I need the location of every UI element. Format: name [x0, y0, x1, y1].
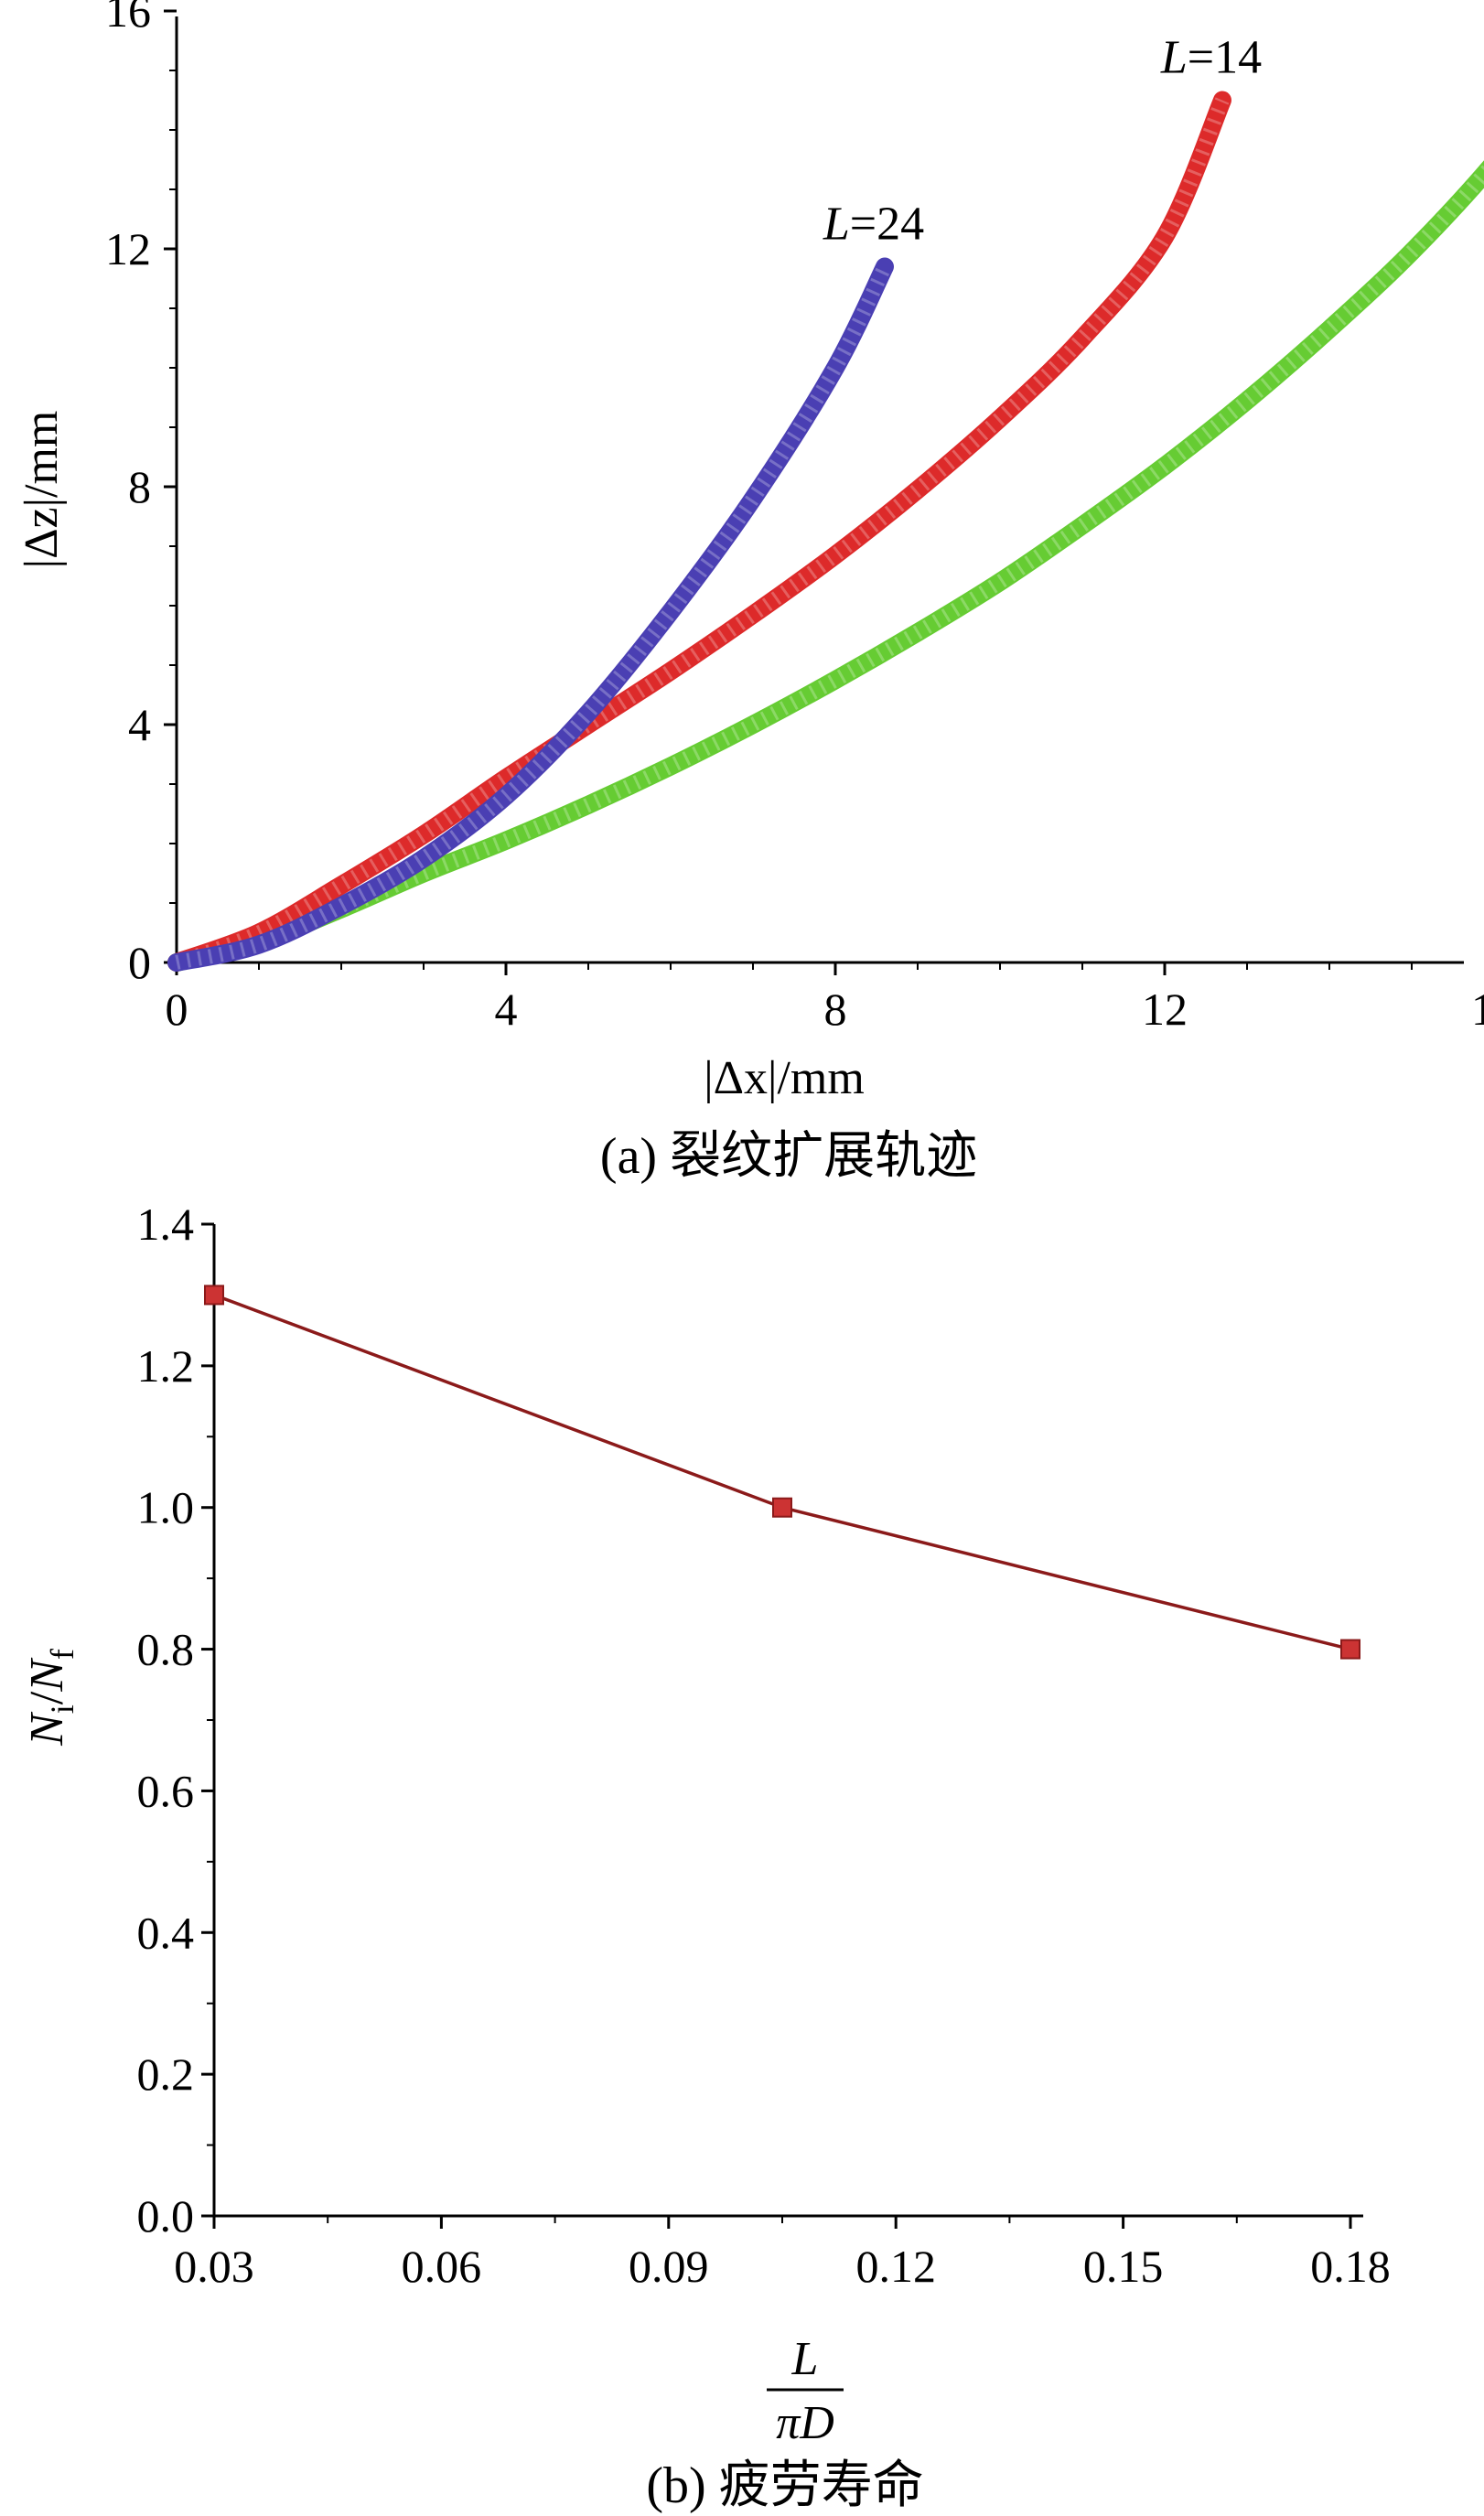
chart-a-y-tick-label: 0 [128, 937, 151, 988]
chart-a-x-tick-label: 4 [495, 984, 518, 1035]
chart-a-series-line [167, 160, 1484, 972]
chart-b-caption: (b) 疲劳寿命 [646, 2457, 923, 2514]
chart-b-y-tick-label: 0.4 [137, 1907, 195, 1958]
chart-b-y-tick-label: 1.4 [137, 1199, 195, 1250]
chart-b-x-tick-label: 0.03 [174, 2241, 254, 2292]
chart-a-series-line [167, 257, 894, 972]
chart-a-series-label-var: L [1160, 32, 1188, 84]
chart-a-series-marker-texture [175, 163, 1484, 970]
chart-b-axes [212, 1224, 1363, 2218]
chart-a-x-tick-label: 12 [1142, 984, 1188, 1035]
chart-a-x-tick-label: 8 [824, 984, 847, 1035]
chart-a-y-tick-label: 16 [105, 0, 151, 37]
chart-b-x-label-numerator: L [791, 2333, 819, 2385]
chart-a-axes [175, 16, 1464, 964]
chart-b-series-line [213, 1293, 1351, 1651]
chart-b-y-tick-label: 1.2 [137, 1340, 195, 1392]
chart-a-x-label: |Δx|/mm [704, 1052, 865, 1104]
chart-a-series-label: L=24 [823, 199, 924, 251]
chart-b-data-point [204, 1285, 224, 1306]
chart-b-y-tick-label: 0.8 [137, 1624, 195, 1675]
chart-b-x-tick-label: 0.09 [629, 2241, 709, 2292]
chart-b-y-tick-label: 1.0 [137, 1482, 195, 1533]
chart-a-series-label: L=14 [1160, 32, 1262, 84]
chart-a-series-label-var: L [823, 199, 850, 251]
chart-a-y-tick-label: 8 [128, 461, 151, 512]
chart-b-x-tick-label: 0.18 [1310, 2241, 1391, 2292]
chart-b-x-label-denominator: πD [776, 2397, 834, 2449]
chart-b-x-tick-label: 0.15 [1083, 2241, 1164, 2292]
chart-a-series-label-value: =24 [850, 199, 924, 251]
chart-a-y-tick-label: 12 [105, 223, 151, 274]
chart-a-x-tick-label: 16 [1471, 984, 1484, 1035]
chart-a-x-tick-label: 0 [166, 984, 188, 1035]
chart-b-y-label: Ni/Nf [21, 1649, 81, 1747]
chart-a-series-marker-texture [174, 97, 1230, 970]
chart-a-series-marker-texture [175, 263, 892, 970]
chart-a-y-label: |Δz|/mm [16, 411, 68, 569]
fatigue-life-chart: 0.03 0.06 0.09 0.12 0.15 0.18 0.0 0.2 0.4 0.6 0.8 1… [21, 1199, 1391, 2514]
chart-b-x-label: L πD [767, 2333, 844, 2449]
crack-path-chart: 04812160481216 L=4L=14L=24 |Δx|/mm |Δz|/… [16, 0, 1484, 1185]
chart-a-series-label-value: =14 [1188, 32, 1262, 84]
chart-a-y-tick-label: 4 [128, 699, 151, 750]
chart-a-caption: (a) 裂纹扩展轨迹 [600, 1128, 977, 1185]
chart-b-data-point [772, 1497, 792, 1518]
chart-b-data-point [1340, 1639, 1360, 1660]
chart-b-x-tick-label: 0.12 [855, 2241, 936, 2292]
chart-b-y-tick-label: 0.0 [137, 2190, 195, 2242]
chart-b-y-tick-label: 0.2 [137, 2048, 195, 2100]
chart-b-y-tick-label: 0.6 [137, 1765, 195, 1816]
chart-b-x-tick-label: 0.06 [402, 2241, 482, 2292]
chart-a-series-line [167, 91, 1231, 972]
